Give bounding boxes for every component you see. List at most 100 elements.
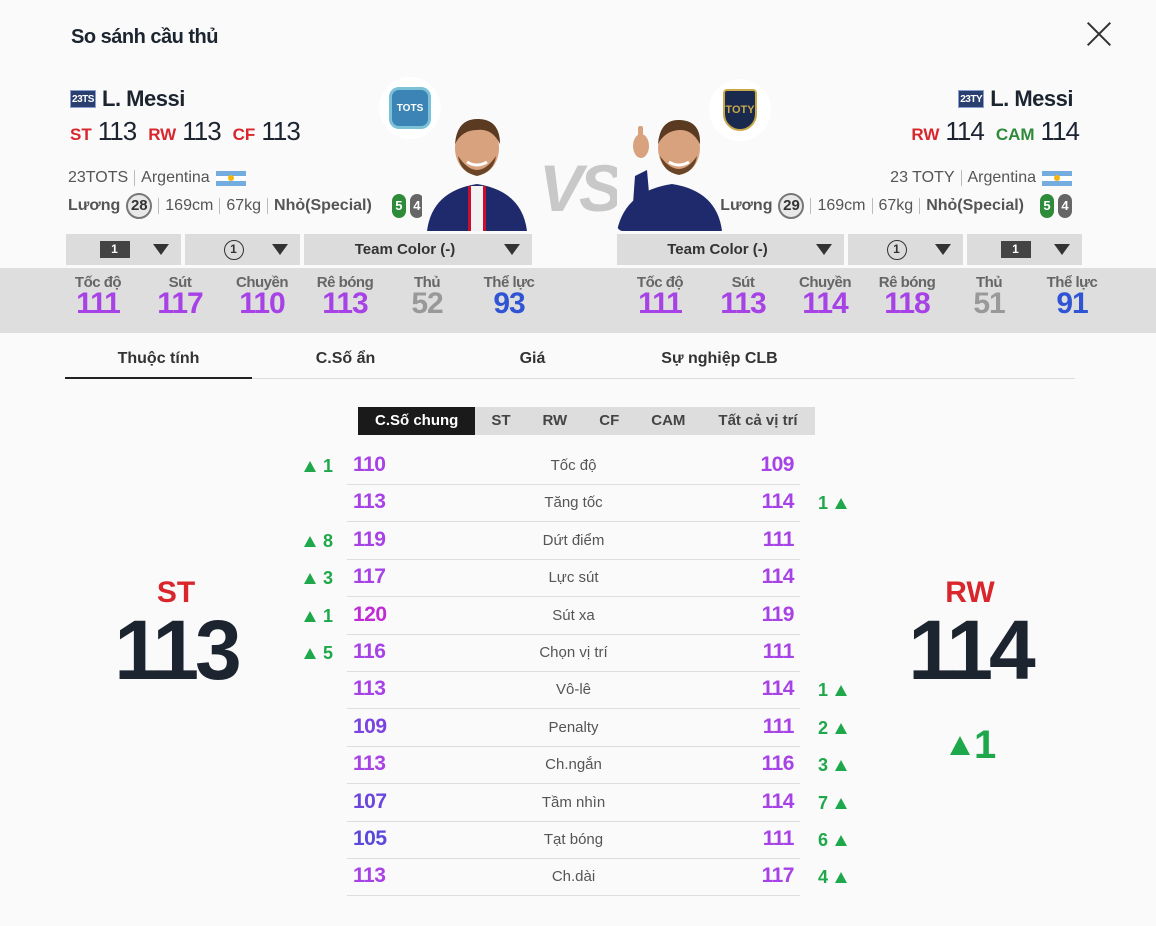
up-arrow-icon [835, 498, 848, 510]
right-attr-value: 114 [761, 677, 795, 701]
right-attr-diff: 6 [818, 830, 848, 851]
left-level-dropdown[interactable]: 1 [185, 234, 300, 265]
stat-label: Thủ [414, 274, 441, 291]
left-attr-value: 107 [353, 789, 387, 813]
left-attr-value: 120 [353, 602, 387, 626]
right-team-color-dropdown[interactable]: Team Color (-) [617, 234, 844, 265]
right-attr-value: 114 [761, 565, 795, 589]
right-upgrade-dropdown[interactable]: 1 [967, 234, 1082, 265]
table-row: 116 Chọn vị trí 111 [347, 635, 800, 672]
right-stat-3: Rê bóng 118 [875, 274, 939, 321]
left-attr-value: 109 [353, 714, 387, 738]
stat-label: Chuyền [235, 274, 289, 291]
left-attr-value: 105 [353, 827, 387, 850]
right-player-name: L. Messi [990, 86, 1073, 111]
subtab-st[interactable]: ST [491, 412, 511, 429]
left-pos-label: ST [70, 125, 92, 144]
left-attr-value: 119 [353, 527, 386, 551]
tab-price[interactable]: Giá [519, 350, 546, 367]
right-attr-value: 111 [762, 527, 795, 551]
left-main-rating: 113 [114, 603, 242, 697]
vs-label: VS [539, 151, 623, 225]
left-pos-label: CF [232, 125, 256, 144]
stat-value: 111 [638, 287, 683, 320]
table-row: 113 Ch.ngắn 116 [347, 747, 800, 785]
right-position-ratings: RW 114 CAM 114 [911, 116, 1080, 147]
stat-label: Thể lực [1046, 274, 1098, 291]
up-arrow-icon [835, 685, 848, 697]
page-title: So sánh cầu thủ [71, 26, 218, 48]
right-attr-value: 111 [762, 640, 795, 663]
tab-hidden-stats[interactable]: C.Số ẩn [315, 350, 376, 367]
table-row: 113 Tăng tốc 114 [347, 485, 800, 523]
attr-name: Tạt bóng [543, 831, 604, 848]
right-detail-row: Lương 29 169cm 67kg Nhỏ(Special) 5 4 [720, 193, 1072, 219]
stats-band [0, 268, 1156, 333]
stat-value: 117 [157, 287, 203, 320]
main-tabs: Thuộc tính C.Số ẩn Giá Sự nghiệp CLB [65, 350, 1075, 379]
stat-label: Tốc độ [74, 274, 122, 291]
table-row: 117 Lực sút 114 [347, 560, 800, 598]
right-attr-diff: 2 [818, 718, 848, 739]
up-arrow-icon [835, 872, 848, 884]
attr-name: Tốc độ [550, 457, 597, 474]
up-arrow-icon [304, 461, 316, 472]
right-country: Argentina [967, 169, 1037, 186]
attr-name: Vô-lê [555, 681, 592, 699]
subtab-cam[interactable]: CAM [651, 412, 686, 429]
right-attr-value: 114 [761, 490, 795, 514]
attr-name: Penalty [548, 718, 599, 736]
up-arrow-icon [835, 760, 848, 772]
tots-badge-icon: TOTS [389, 87, 431, 129]
left-player-name-row: 23TS L. Messi [70, 86, 185, 112]
right-pos-label: CAM [995, 125, 1035, 144]
left-attr-value: 116 [353, 640, 386, 663]
right-height: 169cm [817, 197, 866, 214]
left-upgrade-dropdown[interactable]: 1 [66, 234, 181, 265]
right-level-dropdown[interactable]: 1 [848, 234, 963, 265]
left-body-type: Nhỏ(Special) [274, 197, 372, 214]
stat-value: 118 [884, 287, 930, 320]
attr-name: Dứt điểm [542, 531, 605, 549]
left-strong-foot: 5 [391, 194, 406, 218]
left-stat-4: Thủ 52 [395, 274, 459, 321]
right-season-badge-icon: 23TY [958, 90, 985, 108]
left-card-badge: TOTS [379, 77, 441, 139]
up-arrow-icon [304, 610, 316, 622]
right-attr-value: 109 [760, 453, 794, 476]
up-arrow-icon [835, 722, 848, 734]
right-player-name-row: 23TY L. Messi [958, 86, 1073, 112]
table-row: 107 Tầm nhìn 114 [347, 785, 800, 822]
right-weight: 67kg [878, 197, 914, 214]
left-pos-value: 113 [261, 116, 300, 146]
tab-club-career[interactable]: Sự nghiệp CLB [661, 350, 778, 367]
argentina-flag-icon [1042, 170, 1072, 186]
stat-label: Chuyền [798, 274, 852, 291]
subtab-all-positions[interactable]: Tất cả vị trí [718, 412, 798, 429]
left-season-badge-icon: 23TS [70, 90, 96, 108]
chevron-down-icon [153, 244, 169, 255]
subtab-general[interactable]: C.Số chung [358, 407, 476, 435]
right-stat-4: Thủ 51 [957, 274, 1021, 321]
stat-label: Sút [731, 274, 755, 291]
left-stat-0: Tốc độ 111 [66, 274, 130, 321]
argentina-flag-icon [215, 170, 246, 186]
subtab-rw[interactable]: RW [542, 412, 568, 429]
left-team-color-dropdown[interactable]: Team Color (-) [304, 234, 532, 265]
right-main-diff: 1 [950, 723, 996, 768]
right-main-position: RW [945, 576, 995, 609]
close-icon[interactable] [1083, 18, 1113, 50]
left-stat-3: Rê bóng 113 [313, 274, 377, 321]
stat-label: Sút [168, 274, 192, 291]
chevron-down-icon [504, 244, 520, 255]
table-row: 109 Penalty 111 [347, 710, 800, 747]
left-season-full: 23TOTS [68, 169, 129, 186]
left-attr-diff: 8 [304, 531, 333, 552]
tab-attributes[interactable]: Thuộc tính [65, 350, 252, 379]
left-weak-foot: 4 [409, 194, 424, 218]
right-card-badge: TOTY [709, 79, 771, 141]
subtab-cf[interactable]: CF [599, 412, 620, 429]
stat-value: 113 [720, 287, 766, 320]
attr-name: Chọn vị trí [539, 644, 608, 661]
right-attr-value: 114 [761, 789, 795, 813]
